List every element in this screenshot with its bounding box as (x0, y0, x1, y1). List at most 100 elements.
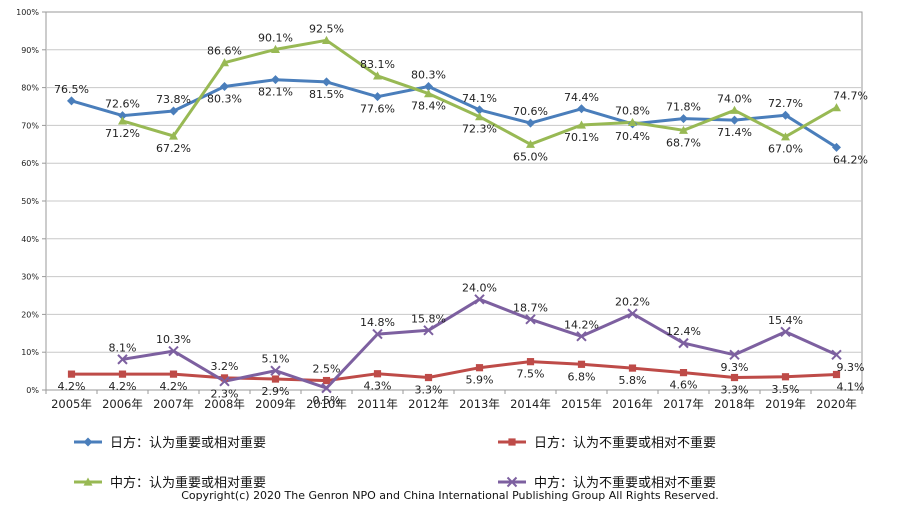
point-jp-unimportant (118, 370, 127, 378)
data-label-cn-unimportant: 15.8% (411, 312, 446, 325)
point-cn-important (577, 120, 586, 129)
data-label-cn-unimportant: 9.3% (721, 361, 749, 374)
data-label-jp-unimportant: 2.9% (262, 385, 290, 398)
point-jp-unimportant (271, 375, 280, 383)
point-jp-unimportant (628, 364, 637, 372)
data-label-jp-unimportant: 7.5% (517, 368, 545, 381)
x-tick-label: 2011年 (357, 397, 398, 411)
point-cn-important (118, 116, 127, 125)
data-label-jp-important: 72.7% (768, 97, 803, 110)
data-label-jp-important: 70.6% (513, 105, 548, 118)
point-jp-important (577, 104, 586, 114)
series-line-jp-unimportant (71, 360, 837, 383)
point-cn-unimportant (678, 337, 689, 349)
point-cn-unimportant (831, 349, 842, 361)
legend-label-jp-unimportant: 日方：认为不重要或相对不重要 (534, 435, 716, 451)
point-jp-unimportant (781, 373, 790, 381)
y-tick-label: 30% (21, 273, 39, 282)
y-tick-label: 10% (21, 348, 39, 357)
point-cn-important (220, 58, 229, 67)
data-label-cn-unimportant: 8.1% (109, 341, 137, 354)
y-tick-label: 70% (21, 121, 39, 130)
data-label-jp-unimportant: 5.8% (619, 374, 647, 387)
point-jp-unimportant (679, 369, 688, 377)
point-cn-unimportant (168, 345, 179, 357)
data-label-jp-important: 74.4% (564, 91, 599, 104)
y-tick-label: 60% (21, 159, 39, 168)
point-cn-unimportant (219, 376, 230, 387)
data-label-cn-unimportant: 18.7% (513, 301, 548, 314)
point-jp-important (679, 114, 688, 124)
data-label-jp-important: 80.3% (207, 92, 242, 105)
data-label-cn-important: 74.0% (717, 92, 752, 105)
data-label-jp-important: 77.6% (360, 103, 395, 116)
x-tick-label: 2006年 (102, 397, 143, 411)
data-label-cn-unimportant: 9.3% (837, 361, 865, 374)
point-cn-important (679, 125, 688, 134)
point-cn-unimportant (372, 328, 383, 340)
data-label-jp-unimportant: 3.5% (772, 383, 800, 396)
data-label-cn-important: 74.7% (833, 90, 868, 103)
data-label-jp-important: 71.8% (666, 101, 701, 114)
y-tick-label: 50% (21, 197, 39, 206)
x-tick-label: 2013年 (459, 397, 500, 411)
data-label-jp-important: 81.5% (309, 88, 344, 101)
point-cn-unimportant (780, 326, 791, 337)
x-tick-label: 2009年 (255, 397, 296, 411)
data-label-cn-unimportant: 12.4% (666, 325, 701, 338)
point-jp-important (781, 110, 790, 120)
copyright-text: Copyright(c) 2020 The Genron NPO and Chi… (181, 489, 719, 502)
point-jp-important (373, 92, 382, 102)
data-label-cn-important: 65.0% (513, 150, 548, 163)
data-label-cn-important: 83.1% (360, 58, 395, 71)
legend-label-cn-important: 中方：认为重要或相对重要 (110, 475, 266, 491)
point-cn-important (832, 103, 841, 112)
x-tick-label: 2008年 (204, 397, 245, 411)
x-tick-label: 2020年 (816, 397, 857, 411)
point-jp-important (220, 81, 229, 91)
legend-marker-cn-unimportant (506, 476, 518, 488)
point-cn-unimportant (474, 294, 485, 305)
point-jp-important (730, 115, 739, 125)
data-label-jp-unimportant: 4.6% (670, 379, 698, 392)
point-cn-unimportant (117, 354, 128, 365)
data-label-jp-important: 64.2% (833, 153, 868, 166)
point-cn-unimportant (423, 325, 434, 336)
data-label-jp-unimportant: 3.2% (211, 360, 239, 373)
point-cn-unimportant (525, 314, 536, 325)
data-label-jp-important: 82.1% (258, 86, 293, 99)
data-label-cn-important: 67.0% (768, 143, 803, 156)
data-label-jp-unimportant: 4.3% (364, 380, 392, 393)
data-label-jp-unimportant: 6.8% (568, 370, 596, 383)
x-tick-label: 2012年 (408, 397, 449, 411)
data-label-cn-important: 78.4% (411, 100, 446, 113)
data-label-jp-important: 71.4% (717, 126, 752, 139)
x-tick-label: 2014年 (510, 397, 551, 411)
y-tick-label: 40% (21, 235, 39, 244)
data-label-jp-unimportant: 4.2% (160, 380, 188, 393)
data-label-cn-important: 70.8% (615, 104, 650, 117)
point-jp-unimportant (475, 364, 484, 372)
x-tick-label: 2015年 (561, 397, 602, 411)
point-jp-important (118, 111, 127, 121)
x-tick-label: 2010年 (306, 397, 347, 411)
point-jp-unimportant (220, 374, 229, 382)
y-tick-label: 90% (21, 46, 39, 55)
point-jp-unimportant (577, 360, 586, 368)
x-tick-label: 2007年 (153, 397, 194, 411)
point-jp-unimportant (424, 373, 433, 382)
point-cn-unimportant (627, 308, 638, 319)
point-cn-important (781, 132, 790, 141)
point-cn-important (373, 71, 382, 80)
data-label-jp-unimportant: 4.2% (109, 380, 137, 393)
legend-marker-jp-unimportant (508, 438, 516, 446)
data-label-jp-unimportant: 5.9% (466, 374, 494, 387)
point-cn-important (628, 117, 637, 126)
legend-marker-cn-important (83, 477, 93, 486)
point-jp-important (475, 105, 484, 115)
data-label-cn-unimportant: 14.8% (360, 316, 395, 329)
data-label-cn-important: 67.2% (156, 142, 191, 155)
point-jp-important (832, 142, 841, 152)
point-cn-important (169, 131, 178, 140)
